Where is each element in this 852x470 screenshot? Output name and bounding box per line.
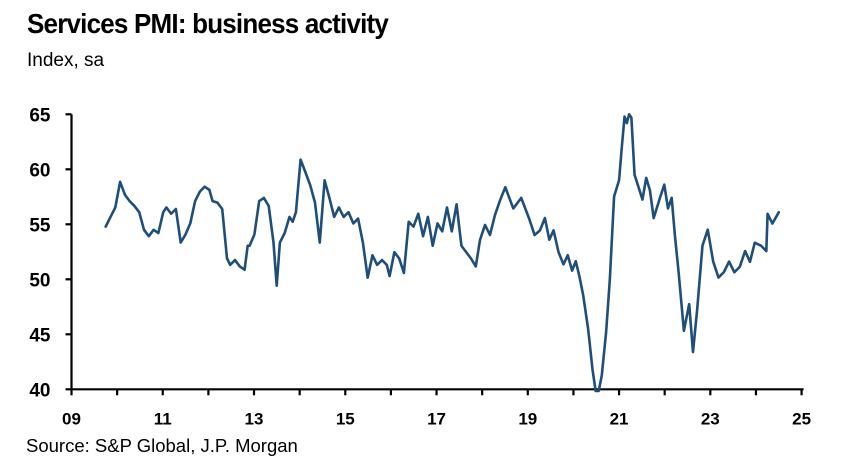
svg-text:65: 65 (29, 105, 51, 126)
svg-text:50: 50 (29, 270, 50, 291)
svg-text:23: 23 (701, 409, 720, 428)
svg-text:09: 09 (62, 409, 81, 428)
svg-text:60: 60 (29, 160, 50, 181)
svg-text:40: 40 (29, 380, 50, 401)
svg-text:17: 17 (427, 409, 446, 428)
svg-text:45: 45 (29, 325, 51, 346)
svg-text:21: 21 (610, 409, 629, 428)
svg-text:19: 19 (518, 409, 537, 428)
svg-text:11: 11 (154, 409, 172, 428)
svg-text:13: 13 (245, 409, 264, 428)
svg-text:15: 15 (336, 409, 355, 428)
svg-text:25: 25 (792, 409, 811, 428)
svg-text:55: 55 (29, 215, 51, 236)
